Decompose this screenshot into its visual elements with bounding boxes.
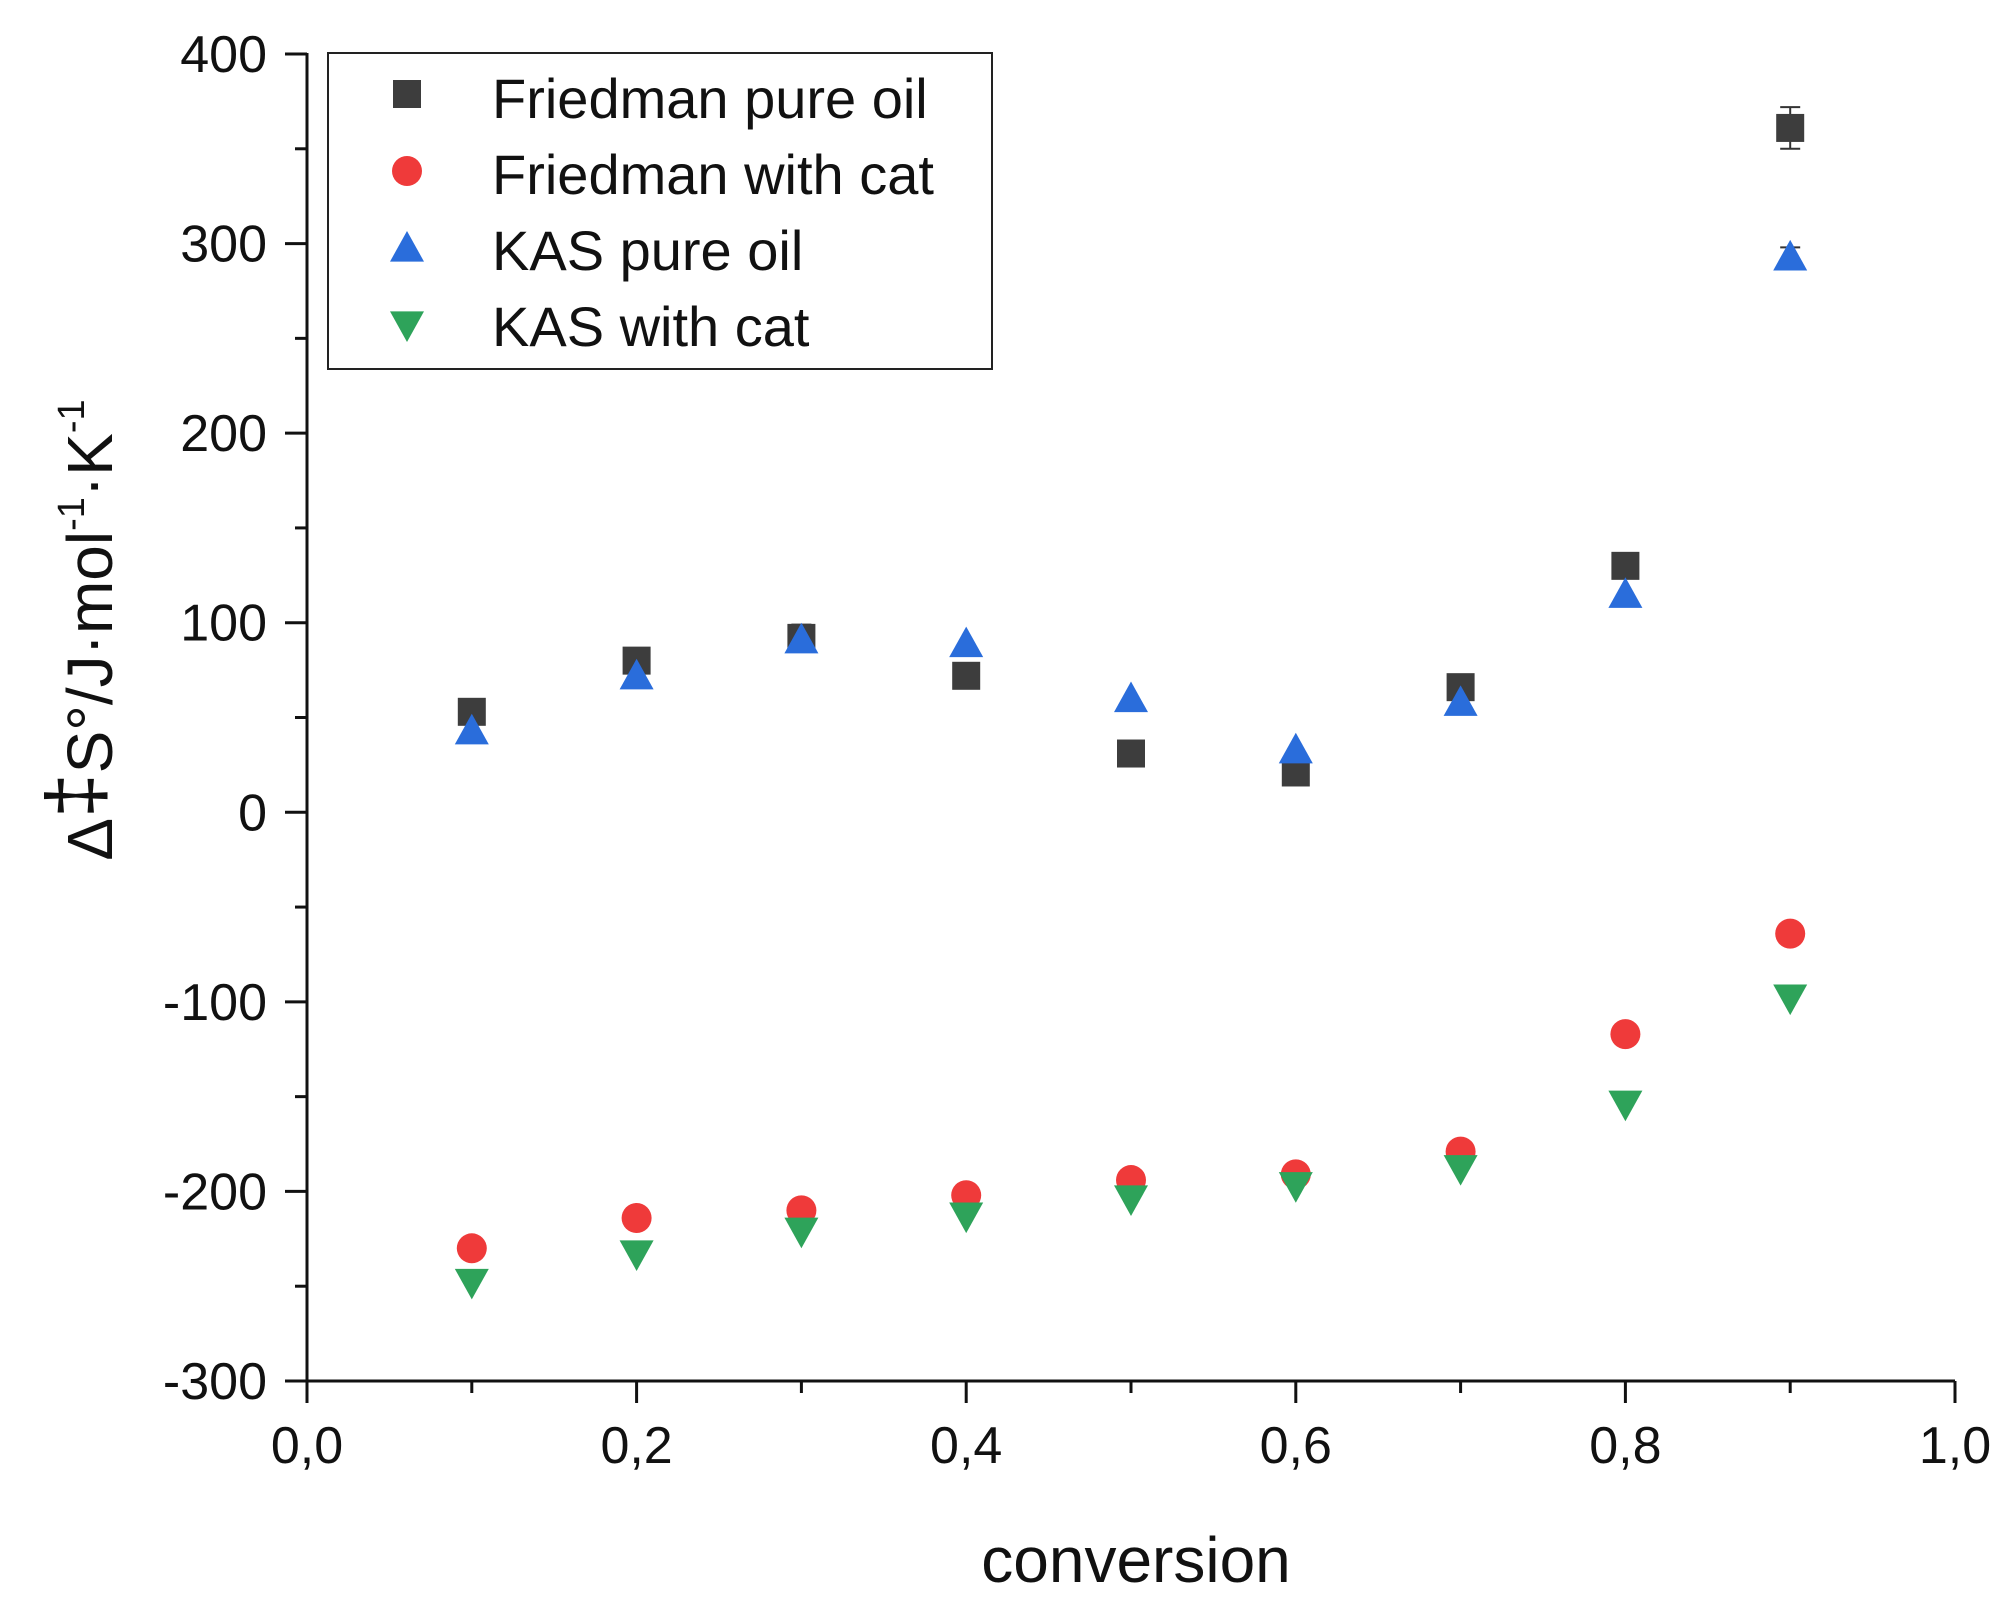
kas-pure-oil-point xyxy=(1443,685,1478,716)
legend-marker-friedman-pure-oil xyxy=(393,80,421,108)
friedman-pure-oil-point xyxy=(1611,551,1640,580)
kas-pure-oil-point xyxy=(454,713,489,745)
friedman-with-cat-point xyxy=(621,1202,652,1233)
y-tick-label: 100 xyxy=(180,595,267,653)
kas-with-cat-point xyxy=(1608,1090,1643,1122)
y-axis-title-exponent-2: -1 xyxy=(51,399,93,433)
y-tick-label: 300 xyxy=(180,216,267,274)
y-axis-title-delta: Δ xyxy=(54,818,126,861)
x-tick-label: 0,6 xyxy=(1260,1417,1332,1475)
legend-markers xyxy=(390,80,424,342)
friedman-pure-oil-point xyxy=(1117,739,1145,768)
legend-marker-friedman-with-cat xyxy=(392,156,422,186)
y-tick-label: 400 xyxy=(180,26,267,84)
friedman-with-cat-point xyxy=(1610,1019,1641,1050)
kas-with-cat-point xyxy=(454,1268,489,1300)
legend-marker-kas-pure-oil xyxy=(390,231,424,262)
kas-with-cat-point xyxy=(1278,1172,1313,1203)
x-tick-label: 0,8 xyxy=(1589,1417,1661,1475)
x-tick-label: 1,0 xyxy=(1919,1417,1991,1475)
y-tick-label: 0 xyxy=(238,784,267,842)
kas-pure-oil-point xyxy=(1773,239,1808,271)
legend-label-friedman-pure-oil: Friedman pure oil xyxy=(492,67,928,130)
y-tick-label: -100 xyxy=(163,974,267,1032)
kas-pure-oil-point xyxy=(1278,732,1313,764)
kas-pure-oil-point xyxy=(619,658,654,690)
y-tick-label: 200 xyxy=(180,405,267,463)
kas-with-cat-point xyxy=(949,1202,984,1234)
y-axis-title-dagger: ‡ xyxy=(30,773,119,818)
kas-with-cat-point xyxy=(1114,1185,1148,1217)
legend-label-kas-pure-oil: KAS pure oil xyxy=(492,219,803,282)
svg-text:Δ‡S°/J·mol-1·K-1: Δ‡S°/J·mol-1·K-1 xyxy=(30,399,126,860)
x-axis-title: conversion xyxy=(981,1524,1291,1596)
y-tick-label: -200 xyxy=(163,1163,267,1221)
x-tick-label: 0,2 xyxy=(600,1417,672,1475)
kas-with-cat-point xyxy=(1443,1155,1478,1186)
data-layer xyxy=(454,106,1808,1300)
kas-pure-oil-point xyxy=(1608,577,1643,608)
friedman-with-cat-point xyxy=(456,1233,487,1264)
x-tick-label: 0,4 xyxy=(930,1417,1002,1475)
y-axis-title-mid: ·K xyxy=(54,433,126,497)
y-axis-title-exponent-1: -1 xyxy=(51,497,93,531)
kas-pure-oil-point xyxy=(949,626,984,658)
kas-pure-oil-point xyxy=(1114,681,1148,713)
legend-label-kas-with-cat: KAS with cat xyxy=(492,295,810,358)
friedman-pure-oil-point xyxy=(952,661,981,690)
friedman-with-cat-point xyxy=(1775,918,1806,949)
legend-label-friedman-with-cat: Friedman with cat xyxy=(492,143,934,206)
x-tick-label: 0,0 xyxy=(271,1417,343,1475)
y-axis-title: Δ‡S°/J·mol-1·K-1 xyxy=(30,399,126,860)
legend-frame xyxy=(327,52,993,370)
kas-with-cat-point xyxy=(784,1217,819,1249)
friedman-pure-oil-point xyxy=(1776,113,1805,142)
y-tick-label: -300 xyxy=(163,1353,267,1411)
kas-with-cat-point xyxy=(1773,984,1808,1016)
kas-pure-oil-point xyxy=(784,622,819,654)
legend-marker-kas-with-cat xyxy=(390,311,424,342)
kas-with-cat-point xyxy=(619,1240,654,1271)
ticks-layer: -300 -200 -100 0 100 200 300 400 0,0 0,2 0,4 0,6 0,8… xyxy=(163,26,1991,1475)
legend: Friedman pure oil Friedman with cat KAS … xyxy=(327,52,993,370)
y-axis-title-base: S°/J·mol xyxy=(54,531,126,774)
